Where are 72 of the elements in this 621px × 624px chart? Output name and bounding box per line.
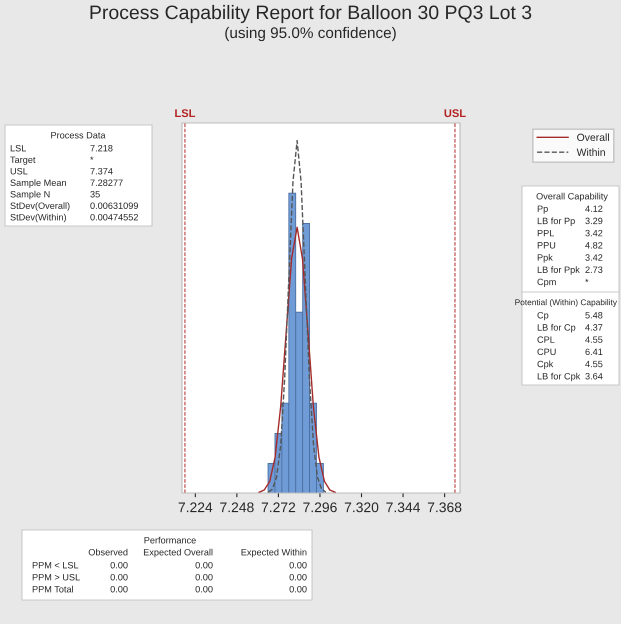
legend-label: Overall (577, 133, 609, 142)
text: Target (10, 156, 36, 165)
x-tick-label: 7.344 (386, 502, 420, 512)
text: 4.55 (585, 360, 602, 368)
text: LSL (10, 144, 26, 152)
text: * (90, 156, 94, 160)
text: StDev(Overall) (10, 202, 70, 211)
text: PPU (538, 242, 556, 249)
text: 4.12 (585, 205, 602, 212)
text: 3.42 (585, 254, 602, 261)
x-tick-label: 7.320 (344, 502, 378, 512)
chart-subtitle: (using 95.0% confidence) (225, 26, 396, 42)
text: LB for Cpk (538, 372, 580, 382)
text: 0.00474552 (90, 214, 138, 220)
ref-line-label: LSL (175, 109, 196, 118)
text: 0.00 (196, 574, 213, 580)
text: Overall Capability (536, 192, 608, 202)
text: Performance (144, 536, 196, 544)
text: 7.374 (90, 168, 113, 174)
text: CPL (537, 336, 555, 343)
text: Expected Within (242, 548, 306, 558)
text: 35 (90, 190, 100, 198)
text: PPL (538, 230, 554, 236)
text: PPM < LSL (32, 562, 78, 568)
text: 0.00 (110, 562, 128, 568)
x-tick-label: 7.224 (178, 502, 212, 512)
text: Potential (Within) Capability (515, 299, 617, 307)
text: 0.00 (110, 586, 128, 592)
text: Observed (88, 548, 128, 556)
text: Process Data (51, 132, 106, 138)
text: Cp (537, 312, 548, 320)
ref-line-label: USL (444, 109, 466, 118)
text: 6.41 (585, 348, 602, 356)
text: 0.00 (196, 586, 213, 592)
text: 4.82 (585, 242, 602, 249)
text: Ppk (538, 254, 553, 263)
text: LB for Pp (538, 217, 575, 226)
text: USL (10, 168, 28, 174)
text: 3.42 (585, 230, 602, 236)
text: 4.55 (585, 336, 602, 343)
text: Cpm (537, 278, 556, 287)
text: PPM > USL (32, 574, 80, 580)
text: PPM Total (32, 586, 73, 592)
text: 2.73 (585, 266, 602, 273)
text: 0.00 (290, 586, 307, 592)
text: 0.00 (110, 574, 128, 580)
text: 7.28277 (90, 179, 123, 186)
text: Pp (538, 206, 548, 214)
text: LB for Ppk (538, 266, 580, 275)
text: 3.29 (585, 218, 602, 224)
text: StDev(Within) (10, 214, 66, 222)
x-tick-label: 7.248 (220, 502, 254, 512)
text: Sample N (10, 190, 50, 200)
text: 0.00 (290, 574, 307, 580)
text: Cpk (537, 360, 554, 370)
text: Sample Mean (10, 179, 66, 188)
text: 5.48 (585, 312, 602, 318)
text: Expected Overall (144, 548, 212, 558)
x-tick-label: 7.368 (428, 502, 462, 512)
text: CPU (537, 348, 556, 356)
text: 0.00 (290, 562, 307, 568)
text: 7.218 (90, 144, 113, 152)
text: 4.37 (585, 324, 602, 331)
text: 0.00 (196, 562, 213, 568)
text: 3.64 (585, 372, 603, 380)
text: 0.00631099 (90, 202, 138, 209)
x-tick-label: 7.272 (262, 502, 296, 512)
text: * (585, 278, 588, 282)
x-tick-label: 7.296 (303, 502, 337, 512)
chart-title: Process Capability Report for Balloon 30 PQ3 Lot 3 (90, 4, 532, 24)
text: LB for Cp (538, 324, 576, 332)
legend-label: Within (576, 148, 605, 156)
